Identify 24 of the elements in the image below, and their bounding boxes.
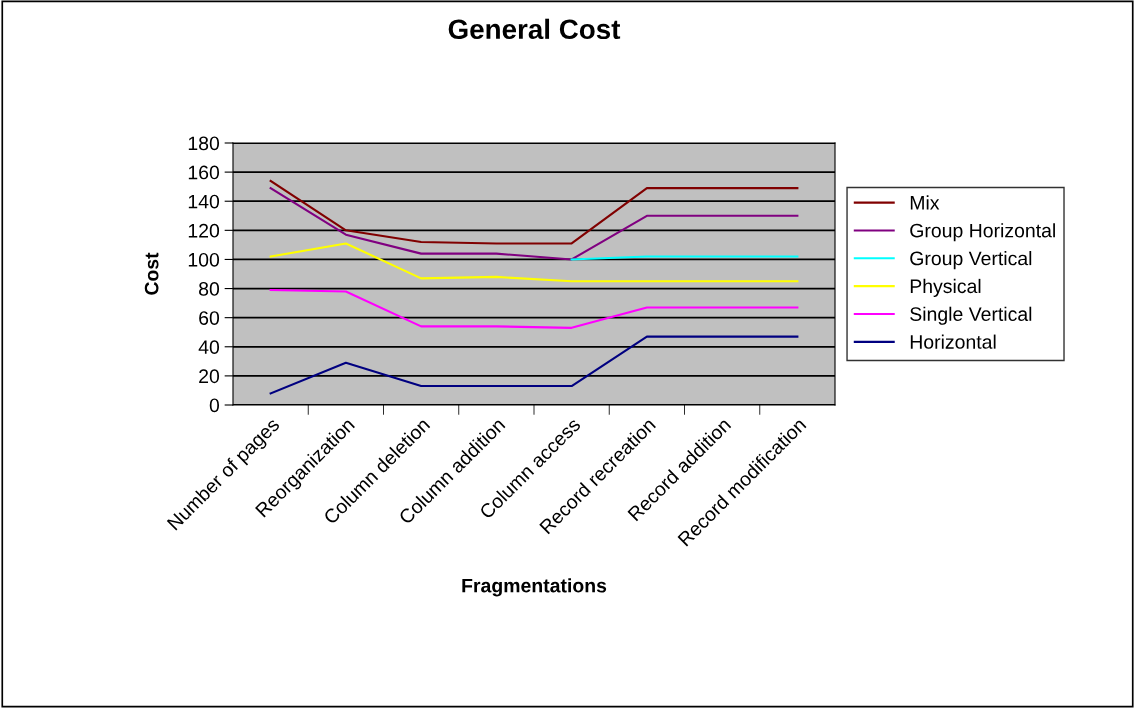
legend-label: Mix [910, 195, 940, 210]
x-axis-title: Fragmentations [462, 578, 607, 597]
y-tick-label: 100 [188, 252, 220, 267]
legend-label: Horizontal [910, 334, 996, 349]
legend-label: Single Vertical [910, 306, 1032, 325]
y-tick-label: 0 [209, 398, 220, 413]
line-series [269, 288, 799, 329]
legend-label: Group Vertical [910, 251, 1032, 270]
line-series [269, 242, 799, 283]
y-tick-label: 80 [199, 282, 220, 296]
y-tick-label: 140 [188, 194, 220, 209]
legend-label: Physical [910, 278, 981, 297]
y-tick-label: 180 [188, 136, 220, 151]
chart-title: General Cost [448, 18, 621, 40]
y-tick-label: 120 [188, 223, 220, 238]
line-series [269, 187, 799, 261]
line-series [269, 335, 799, 395]
y-tick-label: 160 [188, 165, 220, 180]
y-tick-label: 60 [199, 311, 220, 325]
legend-label: Group Horizontal [910, 223, 1055, 242]
y-tick-label: 40 [198, 340, 220, 355]
y-axis-title: Cost [144, 252, 159, 295]
line-series [269, 179, 799, 245]
y-tick-label: 20 [199, 369, 220, 384]
